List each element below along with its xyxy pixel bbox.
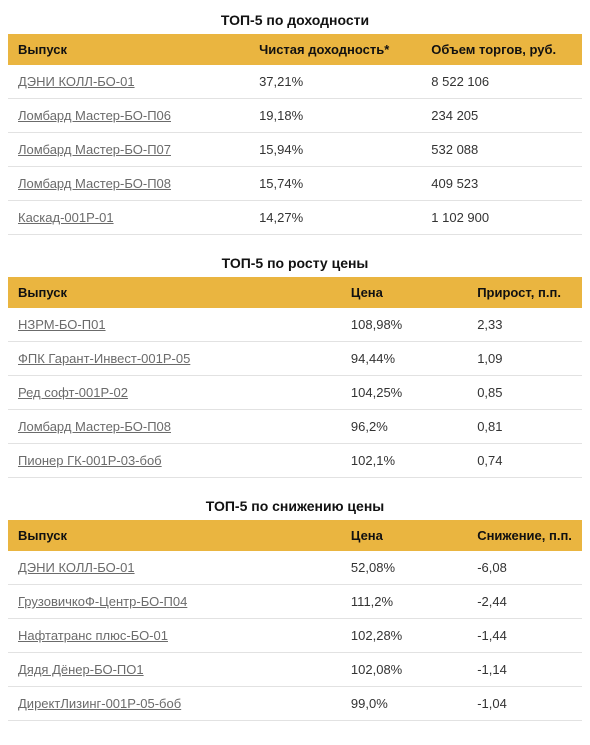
- table-block-price-growth: ТОП-5 по росту цены Выпуск Цена Прирост,…: [8, 251, 582, 478]
- issue-link[interactable]: ФПК Гарант-Инвест-001Р-05: [8, 342, 341, 376]
- gain-value: 0,74: [467, 444, 582, 478]
- volume-value: 1 102 900: [421, 201, 582, 235]
- price-value: 102,08%: [341, 653, 467, 687]
- table-row: Ломбард Мастер-БО-П07 15,94% 532 088: [8, 133, 582, 167]
- issue-link[interactable]: ДЭНИ КОЛЛ-БО-01: [8, 65, 249, 99]
- issue-link[interactable]: Ломбард Мастер-БО-П08: [8, 167, 249, 201]
- issue-link[interactable]: ДиректЛизинг-001Р-05-боб: [8, 687, 341, 721]
- col-issue-header: Выпуск: [8, 277, 341, 308]
- table-row: Каскад-001Р-01 14,27% 1 102 900: [8, 201, 582, 235]
- decline-value: -1,14: [467, 653, 582, 687]
- col-price-header: Цена: [341, 520, 467, 551]
- issue-link[interactable]: Каскад-001Р-01: [8, 201, 249, 235]
- col-issue-header: Выпуск: [8, 520, 341, 551]
- table-row: Ломбард Мастер-БО-П06 19,18% 234 205: [8, 99, 582, 133]
- table-block-yield: ТОП-5 по доходности Выпуск Чистая доходн…: [8, 8, 582, 235]
- volume-value: 8 522 106: [421, 65, 582, 99]
- table-row: Дядя Дёнер-БО-ПО1 102,08% -1,14: [8, 653, 582, 687]
- table-row: Ред софт-001Р-02 104,25% 0,85: [8, 376, 582, 410]
- issue-link[interactable]: Ломбард Мастер-БО-П06: [8, 99, 249, 133]
- col-price-header: Цена: [341, 277, 467, 308]
- table-header-row: Выпуск Цена Прирост, п.п.: [8, 277, 582, 308]
- gain-value: 1,09: [467, 342, 582, 376]
- decline-value: -6,08: [467, 551, 582, 585]
- issue-link[interactable]: ДЭНИ КОЛЛ-БО-01: [8, 551, 341, 585]
- yield-table: Выпуск Чистая доходность* Объем торгов, …: [8, 34, 582, 235]
- table-title: ТОП-5 по доходности: [8, 8, 582, 34]
- decline-value: -1,44: [467, 619, 582, 653]
- table-row: ДиректЛизинг-001Р-05-боб 99,0% -1,04: [8, 687, 582, 721]
- price-value: 99,0%: [341, 687, 467, 721]
- table-row: Пионер ГК-001Р-03-боб 102,1% 0,74: [8, 444, 582, 478]
- yield-value: 15,74%: [249, 167, 421, 201]
- volume-value: 409 523: [421, 167, 582, 201]
- issue-link[interactable]: НЗРМ-БО-П01: [8, 308, 341, 342]
- table-row: ГрузовичкоФ-Центр-БО-П04 111,2% -2,44: [8, 585, 582, 619]
- gain-value: 0,81: [467, 410, 582, 444]
- table-header-row: Выпуск Чистая доходность* Объем торгов, …: [8, 34, 582, 65]
- issue-link[interactable]: Пионер ГК-001Р-03-боб: [8, 444, 341, 478]
- gain-value: 0,85: [467, 376, 582, 410]
- decline-value: -1,04: [467, 687, 582, 721]
- volume-value: 234 205: [421, 99, 582, 133]
- yield-value: 15,94%: [249, 133, 421, 167]
- issue-link[interactable]: Дядя Дёнер-БО-ПО1: [8, 653, 341, 687]
- price-value: 102,28%: [341, 619, 467, 653]
- price-value: 104,25%: [341, 376, 467, 410]
- price-growth-table: Выпуск Цена Прирост, п.п. НЗРМ-БО-П01 10…: [8, 277, 582, 478]
- price-value: 94,44%: [341, 342, 467, 376]
- price-decline-table: Выпуск Цена Снижение, п.п. ДЭНИ КОЛЛ-БО-…: [8, 520, 582, 721]
- col-issue-header: Выпуск: [8, 34, 249, 65]
- col-decline-header: Снижение, п.п.: [467, 520, 582, 551]
- col-gain-header: Прирост, п.п.: [467, 277, 582, 308]
- table-title: ТОП-5 по снижению цены: [8, 494, 582, 520]
- table-row: Ломбард Мастер-БО-П08 96,2% 0,81: [8, 410, 582, 444]
- table-row: ДЭНИ КОЛЛ-БО-01 37,21% 8 522 106: [8, 65, 582, 99]
- price-value: 102,1%: [341, 444, 467, 478]
- issue-link[interactable]: Ломбард Мастер-БО-П08: [8, 410, 341, 444]
- volume-value: 532 088: [421, 133, 582, 167]
- issue-link[interactable]: Нафтатранс плюс-БО-01: [8, 619, 341, 653]
- table-row: Ломбард Мастер-БО-П08 15,74% 409 523: [8, 167, 582, 201]
- table-row: Нафтатранс плюс-БО-01 102,28% -1,44: [8, 619, 582, 653]
- yield-value: 37,21%: [249, 65, 421, 99]
- yield-value: 19,18%: [249, 99, 421, 133]
- decline-value: -2,44: [467, 585, 582, 619]
- price-value: 108,98%: [341, 308, 467, 342]
- table-row: ДЭНИ КОЛЛ-БО-01 52,08% -6,08: [8, 551, 582, 585]
- price-value: 96,2%: [341, 410, 467, 444]
- gain-value: 2,33: [467, 308, 582, 342]
- yield-value: 14,27%: [249, 201, 421, 235]
- table-block-price-decline: ТОП-5 по снижению цены Выпуск Цена Сниже…: [8, 494, 582, 721]
- price-value: 111,2%: [341, 585, 467, 619]
- issue-link[interactable]: Ломбард Мастер-БО-П07: [8, 133, 249, 167]
- issue-link[interactable]: Ред софт-001Р-02: [8, 376, 341, 410]
- table-title: ТОП-5 по росту цены: [8, 251, 582, 277]
- table-header-row: Выпуск Цена Снижение, п.п.: [8, 520, 582, 551]
- price-value: 52,08%: [341, 551, 467, 585]
- col-volume-header: Объем торгов, руб.: [421, 34, 582, 65]
- col-yield-header: Чистая доходность*: [249, 34, 421, 65]
- table-row: НЗРМ-БО-П01 108,98% 2,33: [8, 308, 582, 342]
- issue-link[interactable]: ГрузовичкоФ-Центр-БО-П04: [8, 585, 341, 619]
- table-row: ФПК Гарант-Инвест-001Р-05 94,44% 1,09: [8, 342, 582, 376]
